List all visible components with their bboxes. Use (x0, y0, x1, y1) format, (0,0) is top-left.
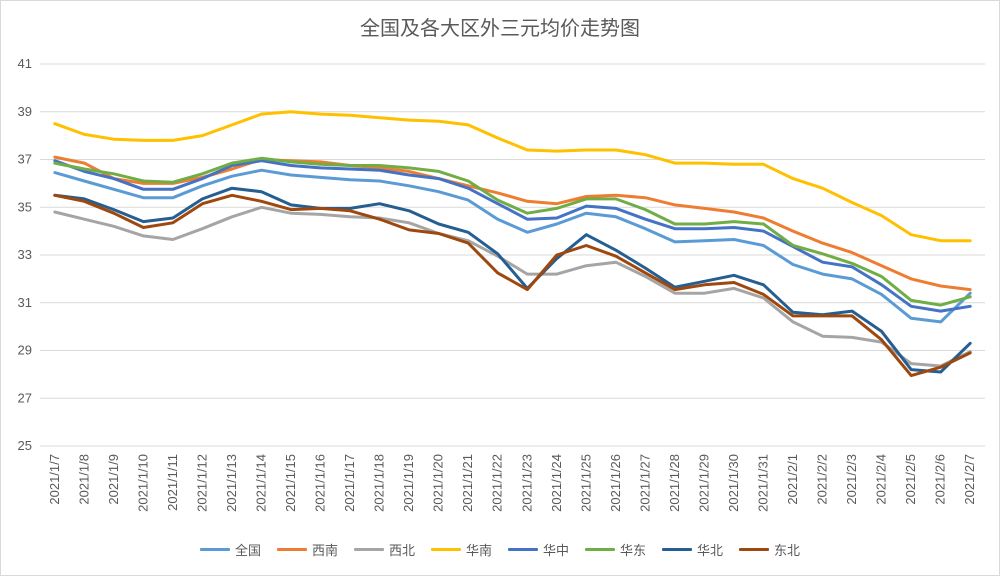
x-tick-label: 2021/2/7 (962, 454, 977, 505)
y-tick-label: 25 (18, 438, 32, 453)
x-tick-label: 2021/1/9 (106, 454, 121, 505)
x-tick-label: 2021/1/26 (608, 454, 623, 512)
series-line-东北 (53, 193, 972, 378)
x-tick-label: 2021/2/3 (844, 454, 859, 505)
x-tick-label: 2021/1/14 (253, 454, 268, 512)
chart-legend: 全国 西南 西北 华南 华中 华东 华北 东北 (0, 540, 1000, 559)
legend-swatch (739, 548, 770, 551)
x-tick-label: 2021/1/8 (76, 454, 91, 505)
legend-label: 华中 (543, 544, 570, 559)
legend-swatch (199, 548, 230, 551)
legend-swatch (430, 548, 461, 551)
legend-item: 华南 (430, 540, 492, 559)
y-tick-label: 31 (18, 295, 32, 310)
series-line-华南 (53, 110, 972, 243)
legend-swatch (508, 548, 538, 551)
legend-swatch (353, 548, 384, 551)
x-tick-label: 2021/1/12 (194, 454, 209, 512)
legend-item: 华北 (662, 540, 723, 559)
x-tick-label: 2021/1/11 (165, 454, 180, 511)
x-tick-label: 2021/1/23 (519, 454, 534, 512)
series-line-西北 (53, 205, 972, 368)
legend-label: 全国 (234, 544, 261, 559)
x-tick-label: 2021/1/16 (313, 454, 328, 512)
x-tick-label: 2021/1/13 (224, 454, 239, 512)
legend-label: 西北 (388, 544, 415, 559)
y-tick-label: 29 (18, 343, 32, 358)
legend-swatch (276, 548, 307, 551)
y-tick-label: 37 (18, 152, 32, 167)
y-tick-label: 27 (18, 390, 32, 405)
x-tick-label: 2021/1/7 (47, 454, 62, 505)
y-tick-label: 35 (18, 199, 32, 214)
legend-swatch (585, 548, 616, 551)
series-line-全国 (53, 168, 972, 324)
x-tick-label: 2021/1/30 (726, 454, 741, 512)
x-tick-label: 2021/1/19 (401, 454, 416, 512)
x-tick-label: 2021/1/22 (490, 454, 505, 512)
x-tick-label: 2021/2/6 (933, 454, 948, 505)
legend-item: 全国 (199, 540, 261, 559)
x-tick-label: 2021/1/29 (696, 454, 711, 512)
y-tick-label: 41 (18, 56, 32, 71)
x-tick-label: 2021/2/4 (874, 454, 889, 505)
legend-item: 华东 (585, 540, 646, 559)
series-line-华北 (53, 186, 972, 374)
x-tick-label: 2021/1/17 (342, 454, 357, 512)
x-tick-label: 2021/1/25 (578, 454, 593, 512)
x-tick-label: 2021/1/31 (756, 454, 771, 512)
legend-item: 西北 (353, 540, 415, 559)
legend-label: 华北 (697, 544, 724, 559)
chart-title: 全国及各大区外三元均价走势图 (360, 16, 640, 40)
legend-label: 西南 (311, 544, 338, 559)
series-line-华东 (53, 156, 972, 307)
series-line-华中 (53, 159, 972, 313)
legend-item: 东北 (739, 540, 800, 559)
legend-label: 东北 (774, 544, 801, 559)
x-tick-label: 2021/1/20 (431, 454, 446, 512)
legend-item: 西南 (276, 540, 338, 559)
x-tick-label: 2021/2/5 (903, 454, 918, 505)
legend-item: 华中 (508, 540, 569, 559)
y-tick-label: 33 (18, 247, 32, 262)
x-tick-label: 2021/1/28 (667, 454, 682, 512)
x-tick-label: 2021/2/1 (785, 454, 800, 505)
x-tick-label: 2021/1/15 (283, 454, 298, 512)
x-tick-label: 2021/1/27 (637, 454, 652, 512)
y-tick-label: 39 (18, 104, 32, 119)
x-tick-label: 2021/1/21 (460, 454, 475, 512)
legend-label: 华南 (465, 544, 492, 559)
legend-label: 华东 (620, 544, 647, 559)
x-tick-label: 2021/1/18 (372, 454, 387, 512)
x-tick-label: 2021/1/24 (549, 454, 564, 512)
x-tick-label: 2021/1/10 (135, 454, 150, 512)
legend-swatch (662, 548, 693, 551)
x-tick-label: 2021/2/2 (815, 454, 830, 505)
